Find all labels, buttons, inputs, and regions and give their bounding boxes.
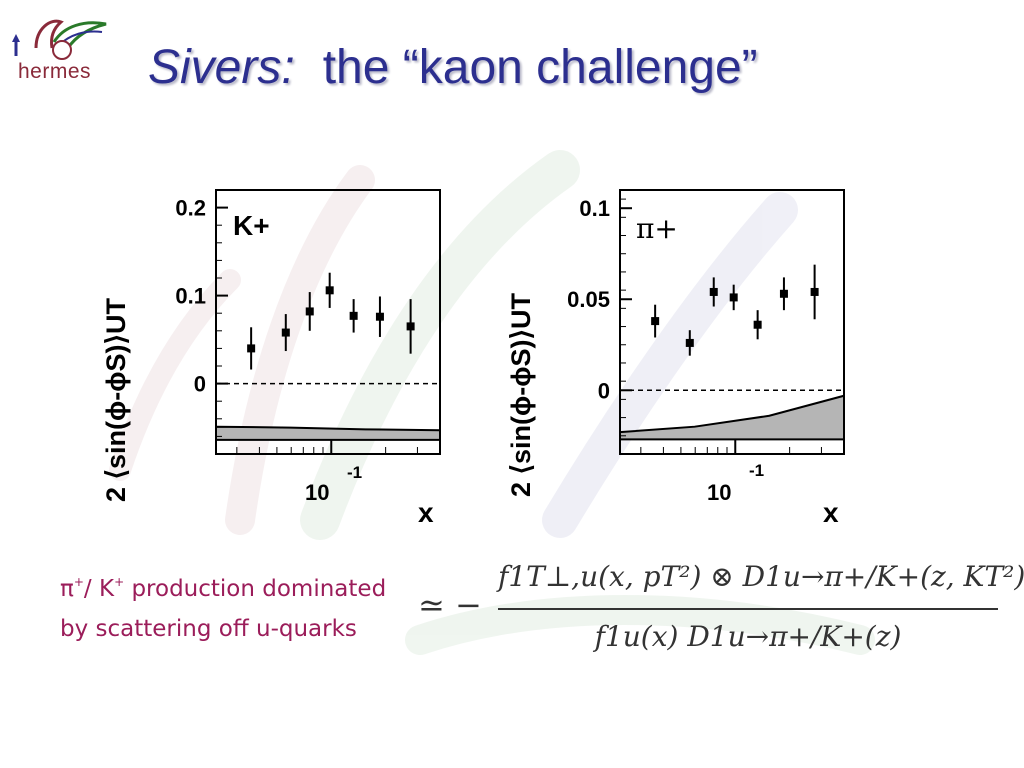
x-axis-label: x (418, 497, 434, 528)
x-tick-label: 10 (707, 480, 731, 505)
data-point (810, 287, 819, 296)
data-point (685, 338, 694, 347)
data-points (247, 272, 415, 370)
caption-pi: π (60, 576, 74, 602)
data-point (247, 344, 256, 353)
y-tick-label: 0.1 (579, 196, 610, 221)
y-axis-label: 2 ⟨sin(ϕ-ϕS)⟩UT (506, 292, 536, 497)
data-point (325, 286, 334, 295)
caption-plus-1: + (73, 575, 84, 589)
systematic-uncertainty-band (619, 394, 845, 441)
data-point (779, 289, 788, 298)
axes-box (215, 189, 441, 455)
systematic-band (619, 394, 845, 441)
data-point (375, 312, 384, 321)
caption-plus-2: + (114, 575, 125, 589)
y-axis-label-text: 2 ⟨sin(ϕ-ϕS)⟩UT (506, 292, 536, 497)
x-tick-exponent: -1 (749, 461, 764, 480)
data-point (753, 320, 762, 329)
x-ticks (236, 440, 418, 454)
caption-line1-rest: production dominated (124, 576, 387, 602)
x-ticks (640, 440, 822, 454)
wings-icon (12, 19, 107, 60)
hermes-logo: hermes (6, 8, 116, 84)
systematic-uncertainty-band (215, 425, 441, 441)
formula-denominator: f1u(x) D1u→π+/K+(z) (594, 620, 902, 653)
formula-fraction-bar (498, 608, 998, 610)
title-sivers: Sivers: (148, 41, 295, 94)
formula-numerator: f1T⊥,u(x, pT²) ⊗ D1u→π+/K+(z, KT²) (498, 560, 1024, 593)
y-axis-label: 2 ⟨sin(ϕ-ϕS)⟩UT (101, 297, 131, 502)
caption-line-1: π+/ K+ production dominated (60, 562, 386, 609)
plot-frame (215, 189, 441, 455)
panel-label-kplus: K+ (233, 210, 270, 241)
caption-line-2: by scattering off u-quarks (60, 616, 357, 642)
data-point (406, 322, 415, 331)
data-points (651, 264, 819, 356)
title-kaon-challenge: the “kaon challenge” (322, 41, 758, 94)
y-ticks: 0.2 0.1 0 (175, 189, 228, 455)
y-ticks: 0.1 0.05 0 (567, 196, 632, 455)
y-tick-label: 0.1 (175, 284, 206, 309)
data-point (709, 287, 718, 296)
chart-kaon-plus: 2 ⟨sin(ϕ-ϕS)⟩UT 0.2 0.1 0 K+ 10 -1 x (101, 189, 441, 528)
y-tick-label: 0.2 (175, 196, 206, 221)
sivers-ratio-formula: ≃ − f1T⊥,u(x, pT²) ⊗ D1u→π+/K+(z, KT²) f… (418, 558, 1024, 668)
data-point (651, 317, 660, 326)
data-point (729, 293, 738, 302)
caption-k: / K (83, 576, 115, 602)
x-tick-label: 10 (305, 480, 329, 505)
panel-label-piplus: π+ (636, 212, 678, 245)
slide-title: Sivers: the “kaon challenge” (148, 40, 758, 95)
caption-text: π+/ K+ production dominated by scatterin… (60, 562, 386, 649)
systematic-band (215, 425, 441, 441)
data-point (349, 311, 358, 320)
chart-pion-plus: 2 ⟨sin(ϕ-ϕS)⟩UT 0.1 0.05 0 π+ 10 -1 x (506, 189, 845, 528)
x-axis-label: x (823, 497, 839, 528)
y-tick-label: 0.05 (567, 287, 610, 312)
y-axis-label-text: 2 ⟨sin(ϕ-ϕS)⟩UT (101, 297, 131, 502)
formula-approx-sign: ≃ − (418, 586, 482, 624)
y-tick-label: 0 (598, 378, 610, 403)
logo-text: hermes (18, 60, 92, 83)
data-point (281, 328, 290, 337)
x-tick-exponent: -1 (347, 463, 362, 482)
y-tick-label: 0 (194, 372, 206, 397)
plot-frame (619, 189, 845, 455)
axes-box (619, 189, 845, 455)
data-point (305, 307, 314, 316)
